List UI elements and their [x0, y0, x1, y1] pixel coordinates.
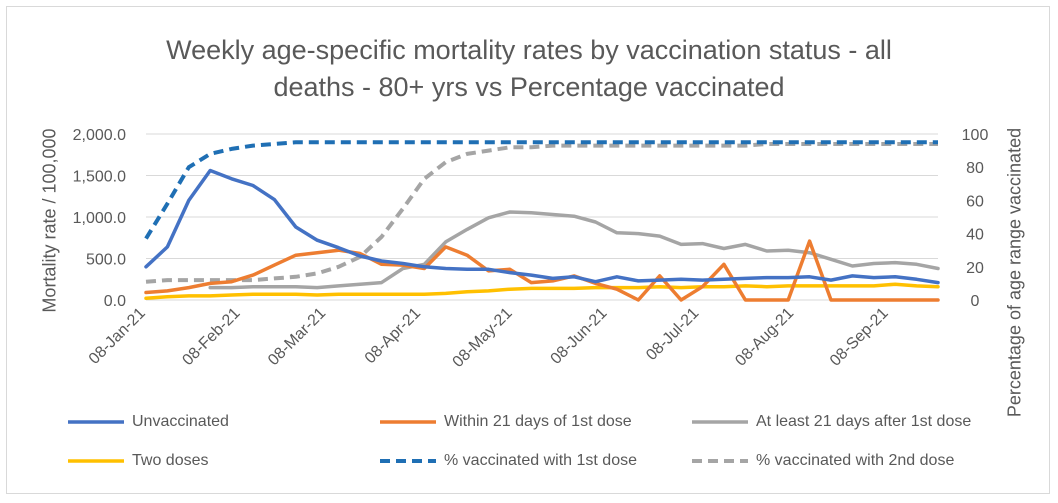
legend-swatch — [380, 420, 436, 424]
legend-label: % vaccinated with 1st dose — [444, 452, 637, 469]
y-left-tick-label: 1,000.0 — [73, 210, 126, 227]
legend-item-after-21-days: At least 21 days after 1st dose — [690, 413, 971, 431]
series-within-21-days-line — [144, 239, 940, 302]
legend-swatch — [68, 459, 124, 463]
y-right-tick-label: 80 — [966, 160, 984, 177]
y-left-tick-label: 2,000.0 — [73, 127, 126, 144]
x-tick-label: 08-Sep-21 — [827, 305, 892, 370]
x-tick-label: 08-Jul-21 — [643, 305, 702, 364]
series-unvaccinated-line — [144, 168, 940, 285]
y-right-tick-label: 60 — [966, 193, 984, 210]
x-tick-label: 08-Jan-21 — [86, 305, 149, 368]
legend-label: Two doses — [132, 452, 209, 469]
chart-title-line-2: deaths - 80+ yrs vs Percentage vaccinate… — [273, 72, 785, 102]
y-right-tick-label: 40 — [966, 227, 984, 244]
y-axis-left-label: Mortality rate / 100,000 — [39, 128, 60, 313]
x-tick-label: 08-May-21 — [450, 305, 516, 371]
legend-label: Unvaccinated — [132, 413, 229, 430]
legend-label: At least 21 days after 1st dose — [756, 413, 972, 430]
legend-item-pct-1st-dose: % vaccinated with 1st dose — [378, 452, 637, 470]
y-right-tick-label: 0 — [971, 293, 980, 310]
legend-label: % vaccinated with 2nd dose — [756, 452, 955, 469]
legend-label: Within 21 days of 1st dose — [444, 413, 632, 430]
x-tick-label: 08-Aug-21 — [732, 305, 797, 370]
y-left-tick-label: 1,500.0 — [73, 169, 126, 186]
x-tick-label: 08-Feb-21 — [179, 305, 243, 369]
legend-swatch — [692, 420, 748, 424]
legend-swatch — [68, 420, 124, 424]
x-tick-label: 08-Apr-21 — [362, 305, 424, 367]
legend-swatch — [692, 459, 748, 463]
legend-item-two-doses: Two doses — [66, 452, 208, 470]
legend-item-pct-2nd-dose: % vaccinated with 2nd dose — [690, 452, 954, 470]
legend-swatch — [380, 459, 436, 463]
chart-frame — [6, 6, 1050, 494]
y-left-tick-label: 0.0 — [104, 293, 126, 310]
series-two-doses-line — [144, 282, 940, 301]
y-right-tick-label: 100 — [962, 127, 989, 144]
chart-title: Weekly age-specific mortality rates by v… — [0, 32, 1058, 106]
x-tick-label: 08-Jun-21 — [548, 305, 611, 368]
x-tick-label: 08-Mar-21 — [265, 305, 329, 369]
series-pct-1st-dose-line — [144, 140, 938, 240]
legend-item-within-21-days: Within 21 days of 1st dose — [378, 413, 632, 431]
y-axis-right-label: Percentage of age range vaccinated — [1004, 127, 1025, 418]
series-after-21-days-line — [208, 210, 940, 290]
y-left-tick-label: 500.0 — [86, 252, 126, 269]
legend-item-unvaccinated: Unvaccinated — [66, 413, 229, 431]
y-right-tick-label: 20 — [966, 260, 984, 277]
chart-title-line-1: Weekly age-specific mortality rates by v… — [166, 35, 892, 65]
